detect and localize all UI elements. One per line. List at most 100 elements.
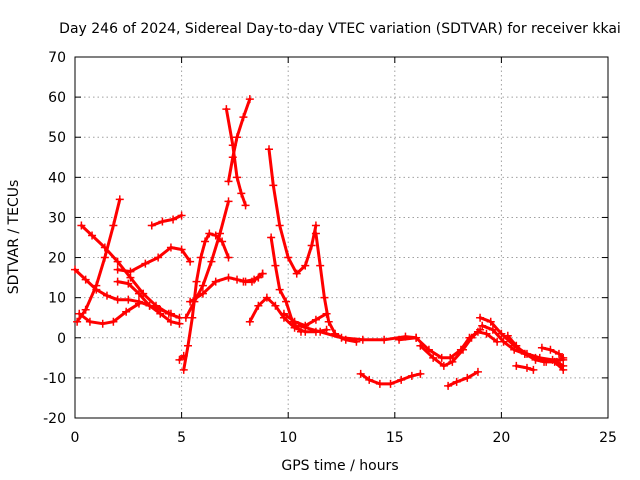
data-point — [113, 265, 122, 274]
data-point — [177, 211, 186, 220]
data-point — [262, 293, 271, 302]
data-point — [476, 313, 485, 322]
data-point — [113, 295, 122, 304]
data-point — [448, 357, 457, 366]
data-point — [145, 301, 154, 310]
data-point — [141, 259, 150, 268]
data-point — [228, 153, 237, 162]
series-line — [73, 268, 173, 316]
series-layer — [71, 95, 568, 390]
data-point — [296, 327, 305, 336]
data-point — [365, 375, 374, 384]
data-point — [71, 265, 79, 274]
data-point — [183, 341, 192, 350]
x-tick-label: 5 — [177, 430, 186, 446]
y-tick-label: 70 — [48, 50, 66, 66]
series-arc-19 — [311, 229, 361, 346]
data-point — [211, 277, 220, 286]
data-point — [356, 369, 365, 378]
data-point — [258, 269, 267, 278]
data-point — [224, 273, 233, 282]
data-point — [459, 345, 468, 354]
y-tick-label: 60 — [48, 90, 66, 106]
data-point — [169, 215, 178, 224]
data-point — [166, 309, 175, 318]
data-point — [452, 377, 461, 386]
data-point — [224, 253, 233, 262]
data-point — [537, 343, 546, 352]
chart-title: Day 246 of 2024, Sidereal Day-to-day VTE… — [59, 21, 621, 37]
data-point — [113, 257, 122, 266]
data-point — [245, 95, 254, 104]
series-arc-7 — [147, 211, 186, 230]
data-point — [73, 317, 82, 326]
data-point — [311, 221, 320, 230]
data-point — [512, 341, 521, 350]
data-point — [81, 275, 90, 284]
data-point — [554, 349, 563, 358]
x-tick-label: 10 — [279, 430, 297, 446]
data-point — [546, 345, 555, 354]
data-point — [375, 379, 384, 388]
data-point — [271, 301, 280, 310]
y-tick-label: -10 — [43, 371, 66, 387]
data-point — [559, 365, 568, 374]
series-line — [267, 147, 318, 276]
x-tick-label: 25 — [599, 430, 617, 446]
data-point — [446, 353, 455, 362]
series-arc-26 — [476, 313, 568, 364]
y-tick-label: 0 — [57, 331, 66, 347]
data-point — [395, 335, 404, 344]
y-tick-label: 10 — [48, 291, 66, 307]
data-point — [239, 113, 248, 122]
series-arc-24 — [444, 367, 482, 390]
data-point — [113, 277, 122, 286]
data-point — [181, 313, 190, 322]
y-axis-label: SDTVAR / TECUs — [6, 180, 22, 295]
data-point — [100, 253, 109, 262]
series-arc-13 — [224, 95, 254, 186]
data-point — [156, 309, 165, 318]
data-point — [201, 237, 210, 246]
series-arc-29 — [537, 343, 568, 362]
grid — [74, 56, 609, 419]
data-point — [85, 317, 94, 326]
data-point — [224, 197, 233, 206]
data-point — [179, 365, 188, 374]
plot-frame — [74, 56, 609, 419]
data-point — [467, 333, 476, 342]
data-point — [282, 297, 291, 306]
series-arc-17 — [265, 145, 320, 278]
data-point — [222, 105, 231, 114]
data-point — [233, 133, 242, 142]
data-point — [463, 373, 472, 382]
x-tick-label: 0 — [71, 430, 80, 446]
data-point — [207, 257, 216, 266]
data-point — [254, 301, 263, 310]
data-point — [192, 277, 201, 286]
data-point — [380, 335, 389, 344]
data-point — [115, 195, 124, 204]
data-point — [198, 289, 207, 298]
data-point — [520, 349, 529, 358]
data-point — [215, 229, 224, 238]
data-point — [290, 317, 299, 326]
series-arc-23 — [416, 325, 485, 370]
data-point — [154, 253, 163, 262]
series-arc-4 — [75, 299, 143, 328]
series-line — [184, 199, 230, 320]
data-point — [497, 329, 506, 338]
data-point — [324, 317, 333, 326]
data-point — [279, 309, 288, 318]
data-point — [177, 245, 186, 254]
data-point — [205, 229, 214, 238]
data-point — [412, 333, 421, 342]
data-point — [486, 317, 495, 326]
data-point — [158, 217, 167, 226]
data-point — [269, 181, 278, 190]
data-point — [77, 221, 86, 230]
data-point — [271, 261, 280, 270]
data-point — [540, 357, 549, 366]
data-point — [476, 325, 485, 334]
